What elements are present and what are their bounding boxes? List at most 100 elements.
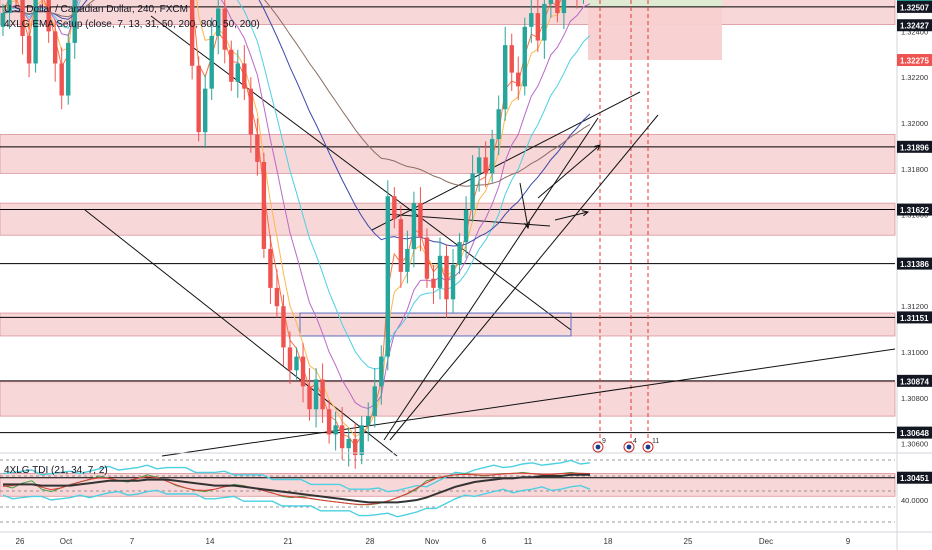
price-tag-text: 1.30451 xyxy=(900,474,929,483)
candle-body xyxy=(555,0,560,14)
time-axis[interactable]: 26 Oct 7 14 21 28 Nov 6 11 18 25 Dec 9 xyxy=(0,531,932,546)
candle-body xyxy=(470,173,475,211)
candle xyxy=(202,74,208,149)
candle xyxy=(542,0,547,59)
price-tag: 1.31151 xyxy=(897,311,932,324)
candle-body xyxy=(261,161,267,249)
candle-body xyxy=(300,356,306,387)
candle xyxy=(26,19,32,78)
candle-body xyxy=(405,248,410,272)
support-resistance-lines[interactable] xyxy=(0,0,895,479)
time-tick-label: 21 xyxy=(284,537,293,546)
time-tick-label: 7 xyxy=(130,537,135,546)
position-stop-area xyxy=(588,6,722,61)
candle xyxy=(320,363,325,423)
candle xyxy=(326,400,332,444)
candle-body xyxy=(222,8,227,50)
candle xyxy=(333,411,338,451)
zone-band xyxy=(0,312,896,337)
candle xyxy=(261,152,267,259)
candle xyxy=(470,155,475,222)
event-lines xyxy=(599,0,649,452)
candle xyxy=(431,264,436,304)
arrow-shaft xyxy=(519,182,529,229)
candle-body xyxy=(313,379,319,410)
candle-body xyxy=(255,134,260,162)
event-icons[interactable]: 9 4 11 xyxy=(592,438,659,453)
candle-body xyxy=(0,13,6,27)
price-tag: 1.30648 xyxy=(897,426,932,439)
trend-line xyxy=(383,117,599,441)
trend-lines[interactable] xyxy=(84,15,896,457)
time-tick-label: Nov xyxy=(425,537,439,546)
candle-body xyxy=(457,242,462,265)
candle-body xyxy=(209,35,214,89)
candle-body xyxy=(444,255,449,300)
candle-body xyxy=(274,287,280,307)
candle xyxy=(7,0,12,30)
price-tag: 1.30874 xyxy=(897,374,932,387)
price-tick-label: 1.32200 xyxy=(901,73,928,82)
candle xyxy=(437,237,443,300)
price-tag: 1.32427 xyxy=(897,19,932,32)
candle-body xyxy=(561,0,567,14)
candle xyxy=(255,118,260,176)
candle-body xyxy=(366,416,371,426)
candle-body xyxy=(326,409,332,435)
candle-body xyxy=(359,425,364,456)
candle xyxy=(248,77,254,153)
candle xyxy=(222,0,227,64)
candle-body xyxy=(535,13,541,41)
price-tags: 1.333021.328171.3258102:10:131.325071.32… xyxy=(897,0,932,484)
tdi-tick-label: 40.0000 xyxy=(901,496,928,505)
candle-body xyxy=(509,45,514,73)
candle xyxy=(287,331,293,385)
time-tick-label: Oct xyxy=(60,537,73,546)
arrow-drawing xyxy=(519,182,531,230)
candle-body xyxy=(66,42,71,96)
time-tick-label: 14 xyxy=(206,537,215,546)
candle-body xyxy=(463,210,469,243)
candle-body xyxy=(548,0,554,4)
ema-line xyxy=(2,0,591,187)
price-tick-label: 1.32000 xyxy=(901,119,928,128)
time-tick-label: 11 xyxy=(524,537,533,546)
candle xyxy=(509,33,514,91)
candle xyxy=(15,0,17,9)
event-flag-icon[interactable]: 4 xyxy=(623,438,637,453)
candle-body xyxy=(307,386,312,410)
price-tag-bg xyxy=(897,426,932,439)
candle xyxy=(307,368,312,421)
zones-layer xyxy=(0,0,896,497)
candle-body xyxy=(26,35,32,64)
long-position-tool[interactable] xyxy=(588,0,722,61)
candle xyxy=(444,244,449,318)
price-tick-label: 1.31000 xyxy=(901,348,928,357)
candle-body xyxy=(268,248,273,288)
candle xyxy=(300,342,306,403)
candle-body xyxy=(320,379,325,410)
arrow-drawings[interactable] xyxy=(519,144,601,230)
trend-line xyxy=(371,91,641,231)
candle-body xyxy=(7,0,12,14)
candle xyxy=(281,294,286,366)
candle xyxy=(59,47,64,110)
candle xyxy=(476,145,482,192)
candle xyxy=(503,26,508,121)
candle xyxy=(372,368,377,428)
time-tick-label: 9 xyxy=(846,537,851,546)
event-flag-icon[interactable]: 11 xyxy=(642,438,659,453)
candle-body xyxy=(385,196,391,357)
candle-body xyxy=(242,63,247,89)
candle xyxy=(189,0,195,80)
event-flag-icon[interactable]: 9 xyxy=(592,438,606,453)
price-tag-bg xyxy=(897,140,932,153)
candle xyxy=(313,368,319,428)
candle-body xyxy=(196,65,201,133)
candle-body xyxy=(248,88,254,135)
candles-layer xyxy=(0,0,584,469)
price-tick-label: 1.30800 xyxy=(901,394,928,403)
candle xyxy=(339,406,345,460)
candle xyxy=(216,0,221,55)
